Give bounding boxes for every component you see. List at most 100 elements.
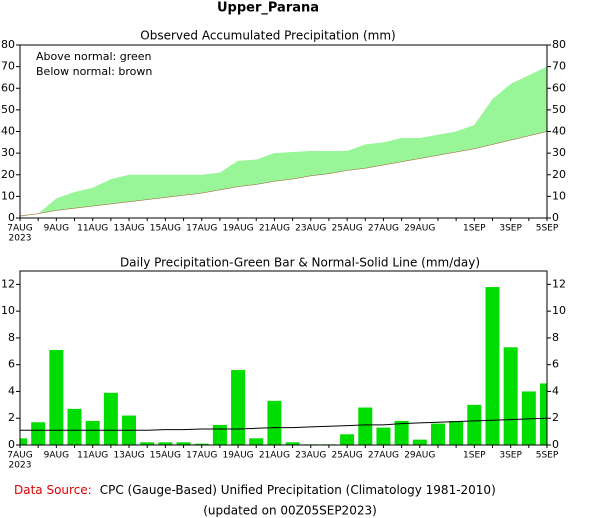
y-tick-label: 60 bbox=[1, 81, 15, 94]
annotation: Below normal: brown bbox=[36, 65, 152, 78]
y-tick-label: 20 bbox=[1, 168, 15, 181]
bar bbox=[412, 439, 427, 445]
x-tick-label: 17AUG bbox=[186, 451, 217, 461]
bar bbox=[249, 438, 264, 445]
bar bbox=[485, 287, 500, 445]
y-tick-label: 10 bbox=[552, 304, 566, 317]
bar bbox=[49, 349, 64, 445]
x-tick-label: 25AUG bbox=[332, 224, 363, 234]
x-tick-label: 1SEP bbox=[463, 451, 486, 461]
y-tick-label: 20 bbox=[552, 168, 566, 181]
bar bbox=[231, 370, 246, 445]
y-tick-label: 10 bbox=[552, 189, 566, 202]
y-tick-label: 2 bbox=[8, 411, 15, 424]
bar bbox=[376, 427, 391, 445]
footer-text: Data Source: CPC (Gauge-Based) Unified Pr… bbox=[14, 483, 496, 497]
plot-area bbox=[20, 66, 547, 217]
x-tick-label: 29AUG bbox=[404, 224, 435, 234]
x-tick-label: 25AUG bbox=[332, 451, 363, 461]
y-tick-label: 40 bbox=[552, 125, 566, 138]
bar bbox=[194, 443, 209, 445]
x-tick-label: 9AUG bbox=[44, 224, 69, 234]
y-tick-label: 70 bbox=[1, 60, 15, 73]
y-tick-label: 4 bbox=[8, 384, 15, 397]
bar bbox=[285, 442, 300, 445]
x-tick-label: 23AUG bbox=[295, 224, 326, 234]
x-tick-label: 27AUG bbox=[368, 451, 399, 461]
plot-frame bbox=[19, 270, 548, 446]
bar bbox=[449, 420, 464, 445]
x-tick-label: 17AUG bbox=[186, 224, 217, 234]
bar bbox=[430, 423, 445, 445]
source-label: Data Source: bbox=[14, 483, 92, 497]
bar bbox=[158, 442, 173, 445]
y-tick-label: 2 bbox=[552, 411, 559, 424]
x-tick-label: 3SEP bbox=[499, 224, 522, 234]
area-fill bbox=[20, 66, 547, 217]
x-tick-label: 15AUG bbox=[150, 451, 181, 461]
x-tick-label: 27AUG bbox=[368, 224, 399, 234]
y-tick-label: 80 bbox=[1, 38, 15, 51]
x-tick-label: 15AUG bbox=[150, 224, 181, 234]
bar bbox=[358, 407, 373, 445]
updated: (updated on 00Z05SEP2023) bbox=[203, 504, 377, 518]
bar bbox=[20, 438, 27, 445]
y-tick-label: 30 bbox=[552, 146, 566, 159]
x-tick-label: 1SEP bbox=[463, 224, 486, 234]
x-tick-label: 21AUG bbox=[259, 451, 290, 461]
x-tick-label: 7AUG bbox=[7, 224, 32, 234]
bar bbox=[212, 424, 227, 445]
y-tick-label: 10 bbox=[1, 189, 15, 202]
bar bbox=[67, 408, 82, 445]
normal-line bbox=[20, 131, 547, 217]
bar bbox=[267, 400, 282, 445]
bar bbox=[140, 442, 155, 445]
bar bbox=[176, 442, 191, 445]
page-title: Upper_Parana bbox=[217, 1, 319, 16]
x-tick-label: 13AUG bbox=[113, 224, 144, 234]
x-tick-label: 13AUG bbox=[113, 451, 144, 461]
y-tick-label: 6 bbox=[8, 358, 15, 371]
annotation: Above normal: green bbox=[36, 50, 152, 63]
x-tick-label: 5SEP bbox=[536, 224, 559, 234]
normal-line bbox=[20, 417, 547, 431]
x-tick-label: 21AUG bbox=[259, 224, 290, 234]
chart-title: Observed Accumulated Precipitation (mm) bbox=[140, 29, 395, 43]
y-tick-label: 30 bbox=[1, 146, 15, 159]
x-tick-label: 9AUG bbox=[44, 451, 69, 461]
plot-area bbox=[20, 287, 547, 445]
x-tick-label: 11AUG bbox=[77, 451, 108, 461]
bar bbox=[31, 422, 46, 445]
x-tick-label: 3SEP bbox=[499, 451, 522, 461]
y-tick-label: 50 bbox=[1, 103, 15, 116]
y-tick-label: 0 bbox=[552, 438, 559, 451]
x-tick-label: 19AUG bbox=[222, 224, 253, 234]
bar bbox=[85, 420, 100, 445]
x-tick-label: 29AUG bbox=[404, 451, 435, 461]
y-tick-label: 40 bbox=[1, 125, 15, 138]
bar bbox=[467, 404, 482, 445]
y-tick-label: 12 bbox=[552, 277, 566, 290]
y-tick-label: 70 bbox=[552, 60, 566, 73]
y-tick-label: 60 bbox=[552, 81, 566, 94]
y-tick-label: 8 bbox=[8, 331, 15, 344]
bar bbox=[340, 434, 355, 445]
y-tick-label: 0 bbox=[8, 211, 15, 224]
y-tick-label: 12 bbox=[1, 277, 15, 290]
chart-title: Daily Precipitation-Green Bar & Normal-S… bbox=[120, 256, 480, 270]
bar bbox=[394, 420, 409, 445]
x-tick-label: 5SEP bbox=[536, 451, 559, 461]
y-tick-label: 10 bbox=[1, 304, 15, 317]
x-tick-label: 19AUG bbox=[222, 451, 253, 461]
y-tick-label: 6 bbox=[552, 358, 559, 371]
y-tick-label: 0 bbox=[8, 438, 15, 451]
bar bbox=[540, 383, 547, 445]
source: CPC (Gauge-Based) Unified Precipitation … bbox=[100, 483, 496, 497]
x-year-label: 2023 bbox=[9, 461, 32, 471]
x-year-label: 2023 bbox=[9, 234, 32, 244]
y-tick-label: 0 bbox=[552, 211, 559, 224]
x-tick-label: 11AUG bbox=[77, 224, 108, 234]
y-tick-label: 50 bbox=[552, 103, 566, 116]
x-tick-label: 7AUG bbox=[7, 451, 32, 461]
bar bbox=[503, 347, 518, 445]
